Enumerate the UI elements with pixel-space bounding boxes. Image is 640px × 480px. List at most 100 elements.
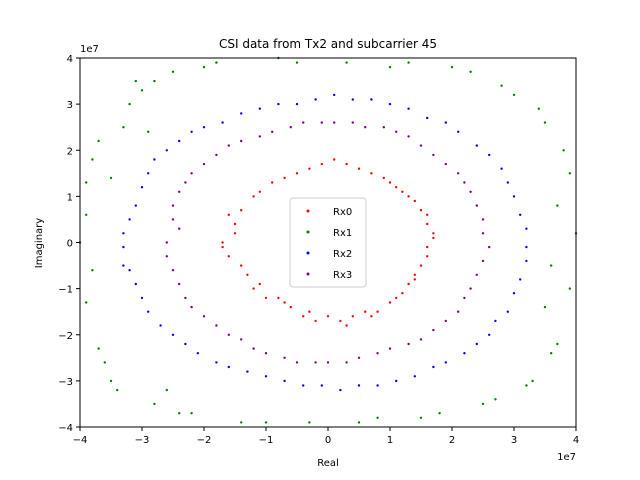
data-point [277, 102, 280, 106]
data-point [444, 361, 447, 364]
data-point [91, 269, 94, 272]
data-point [246, 273, 249, 276]
y-tick-label: −1 [58, 285, 73, 296]
data-point [376, 310, 379, 313]
data-point [302, 315, 305, 318]
data-point [184, 296, 187, 300]
data-point [140, 89, 144, 92]
data-point [320, 384, 323, 387]
data-point [320, 162, 323, 166]
data-point [463, 296, 466, 300]
data-point [357, 356, 361, 359]
data-point [407, 107, 410, 110]
legend-label: Rx0 [333, 207, 352, 218]
data-point [271, 130, 274, 133]
data-point [525, 245, 528, 249]
data-point [488, 245, 491, 249]
data-point [481, 259, 485, 263]
data-point [240, 264, 243, 267]
data-point [512, 195, 516, 198]
data-point [562, 149, 565, 152]
data-point [531, 379, 534, 383]
data-point [457, 130, 460, 133]
data-point [122, 126, 125, 129]
data-point [171, 269, 175, 272]
data-point [271, 181, 274, 184]
data-point [165, 241, 168, 244]
data-point [277, 296, 280, 300]
data-point [450, 66, 454, 69]
data-point [519, 278, 522, 281]
legend-box [289, 197, 367, 288]
data-point [295, 361, 299, 364]
data-point [512, 292, 516, 295]
data-point [475, 273, 478, 276]
y-tick-label: −3 [58, 377, 73, 388]
data-point [202, 162, 206, 166]
legend-item-rx3: Rx3 [306, 270, 352, 281]
data-point [457, 172, 460, 175]
data-point [488, 153, 491, 157]
data-point [103, 361, 107, 364]
data-point [128, 269, 131, 272]
data-point [147, 310, 150, 313]
x-tick-label: 3 [511, 435, 517, 446]
data-point [426, 245, 429, 249]
data-point [556, 204, 559, 207]
data-point [413, 375, 416, 378]
data-point [178, 282, 181, 286]
data-point [568, 172, 571, 175]
data-point [481, 218, 485, 221]
data-layer [78, 56, 578, 424]
x-tick-label: 1 [387, 435, 393, 446]
data-point [140, 186, 144, 189]
data-point [444, 121, 447, 124]
data-point [147, 130, 150, 133]
x-tick-label: 4 [573, 435, 579, 446]
data-point [184, 342, 187, 346]
data-point [153, 402, 156, 406]
y-offset-label: 1e7 [80, 44, 99, 55]
data-point [519, 213, 522, 216]
data-point [134, 79, 137, 83]
legend-marker [306, 251, 310, 255]
data-point [357, 167, 361, 170]
data-point [221, 241, 224, 244]
data-point [339, 388, 342, 392]
data-point [543, 121, 547, 124]
data-point [85, 213, 88, 216]
data-point [283, 176, 286, 180]
data-point [202, 315, 206, 318]
data-point [376, 352, 379, 355]
data-point [376, 416, 379, 419]
data-point [357, 384, 361, 387]
data-point [512, 93, 516, 97]
data-point [122, 245, 125, 249]
data-point [364, 126, 367, 129]
series-rx0 [221, 158, 435, 327]
data-point [159, 324, 162, 327]
series-rx2 [122, 93, 528, 392]
data-point [426, 255, 429, 258]
data-point [537, 107, 540, 110]
data-point [302, 384, 305, 387]
x-tick-label: 0 [325, 435, 331, 446]
data-point [233, 232, 237, 235]
data-point [345, 324, 348, 327]
data-point [221, 245, 224, 249]
data-point [178, 412, 181, 415]
data-point [550, 352, 553, 355]
y-axis-title: Imaginary [34, 218, 45, 269]
data-point [196, 352, 199, 355]
data-point [221, 121, 224, 124]
data-point [227, 255, 230, 258]
data-point [432, 153, 435, 157]
data-point [432, 236, 435, 240]
data-point [97, 139, 100, 143]
data-point [252, 287, 255, 290]
data-point [444, 319, 447, 323]
data-point [308, 421, 311, 424]
legend: Rx0 Rx1 Rx2 Rx3 [289, 197, 367, 288]
data-point [463, 181, 466, 184]
